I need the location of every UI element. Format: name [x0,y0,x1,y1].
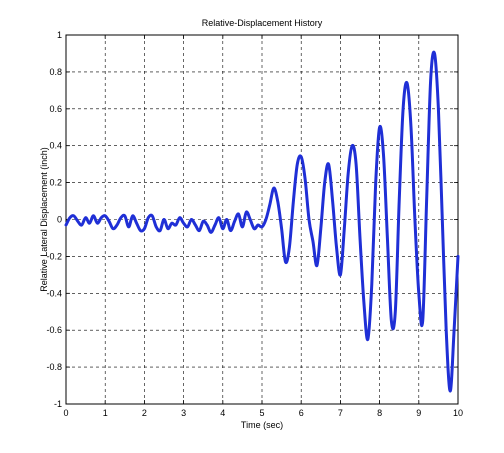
y-axis-ticks: 1 0.8 0.6 0.4 0.2 0 -0.2 -0.4 -0.6 -0.8 -1 [46,30,458,409]
x-tick-label: 0 [63,408,68,418]
y-tick-label: -0.8 [46,362,62,372]
x-tick-label: 5 [259,408,264,418]
y-tick-label: -1 [54,399,62,409]
y-tick-label: 0.8 [49,67,62,77]
x-tick-label: 6 [299,408,304,418]
y-axis-label: Relative Lateral Displacement (inch) [39,147,49,292]
y-tick-label: 0.6 [49,104,62,114]
y-tick-label: 0.4 [49,141,62,151]
x-tick-label: 8 [377,408,382,418]
x-axis-ticks: 0 1 2 3 4 5 6 7 8 9 10 [63,35,463,418]
x-axis-label: Time (sec) [241,420,283,430]
y-tick-label: -0.4 [46,288,62,298]
x-tick-label: 2 [142,408,147,418]
y-tick-label: -0.6 [46,325,62,335]
y-tick-label: 0 [57,215,62,225]
x-tick-label: 1 [103,408,108,418]
x-tick-label: 3 [181,408,186,418]
x-tick-label: 4 [220,408,225,418]
y-tick-label: -0.2 [46,251,62,261]
chart-title: Relative-Displacement History [202,18,323,28]
x-tick-label: 9 [416,408,421,418]
x-tick-label: 7 [338,408,343,418]
displacement-series-line [64,50,460,393]
y-tick-label: 0.2 [49,178,62,188]
x-tick-label: 10 [453,408,463,418]
y-tick-label: 1 [57,30,62,40]
